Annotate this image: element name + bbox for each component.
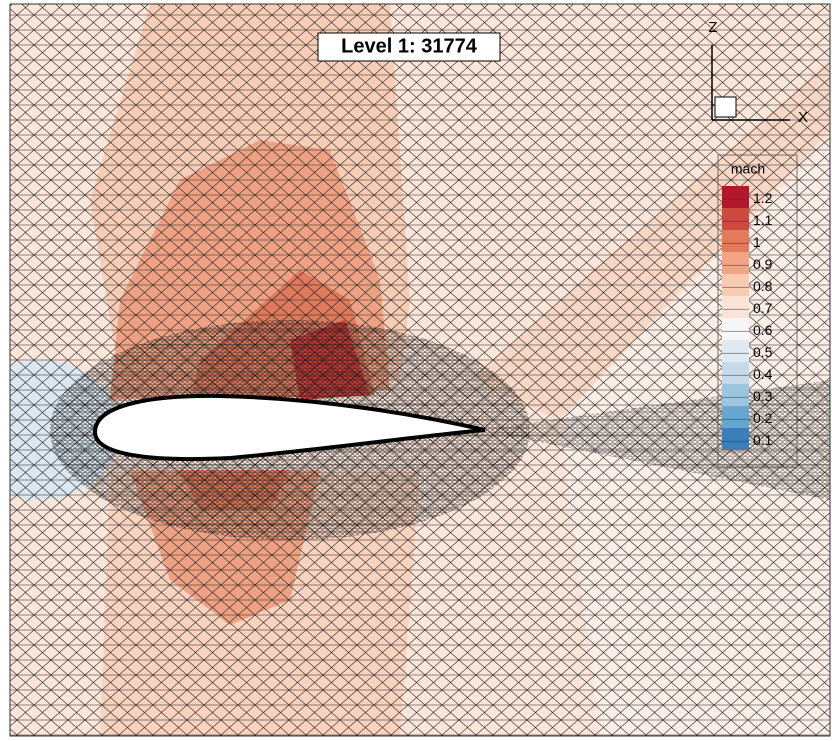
- legend-label: 0.6: [753, 322, 773, 338]
- legend-swatch: [722, 296, 749, 318]
- legend-swatch: [722, 186, 749, 208]
- legend-title: mach: [731, 161, 765, 177]
- legend-label: 0.7: [753, 300, 773, 316]
- legend-swatch: [722, 208, 749, 230]
- flow-view: Level 1: 31774 Z X mach 1.2 1.1 1 0.9 0.8 0.7…: [0, 0, 832, 741]
- legend-label: 1.2: [753, 190, 773, 206]
- legend-swatch: [722, 384, 749, 406]
- legend-swatch: [722, 274, 749, 296]
- contour-field: [0, 4, 830, 736]
- legend-label: 0.1: [753, 432, 773, 448]
- legend-label: 0.8: [753, 278, 773, 294]
- x-label: X: [798, 109, 808, 126]
- legend-swatch: [722, 318, 749, 340]
- legend-swatch: [722, 406, 749, 428]
- z-label: Z: [708, 19, 717, 36]
- legend-swatch: [722, 428, 749, 450]
- legend-label: 0.9: [753, 256, 773, 272]
- legend-label: 1: [753, 234, 761, 250]
- legend-label: 0.2: [753, 410, 773, 426]
- legend-label: 0.5: [753, 344, 773, 360]
- triad-box: [715, 97, 736, 117]
- title: Level 1: 31774: [341, 35, 478, 57]
- legend-swatch: [722, 340, 749, 362]
- legend-label: 0.3: [753, 388, 773, 404]
- legend-swatch: [722, 362, 749, 384]
- legend-label: 1.1: [753, 212, 773, 228]
- legend-label: 0.4: [753, 366, 773, 382]
- page: Level 1: 31774 Z X mach 1.2 1.1 1 0.9 0.8 0.7…: [0, 0, 832, 741]
- legend-swatch: [722, 230, 749, 252]
- legend-swatch: [722, 252, 749, 274]
